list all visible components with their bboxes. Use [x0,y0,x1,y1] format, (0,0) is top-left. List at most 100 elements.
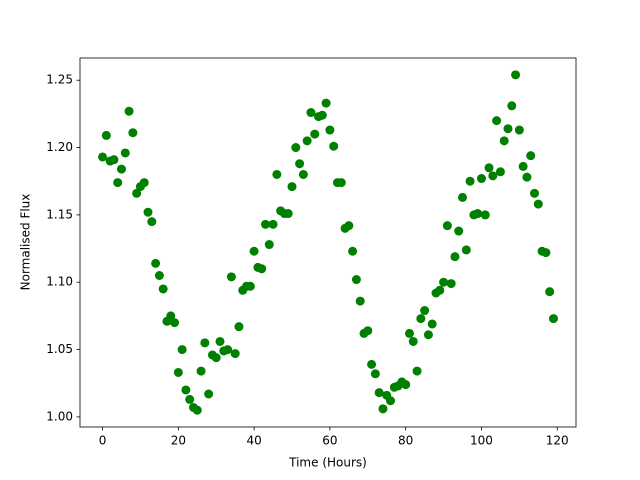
point [465,176,475,186]
point [461,245,471,255]
point [545,287,555,297]
point [442,221,452,231]
point [416,314,426,324]
point [116,164,126,174]
point [351,275,361,285]
y-tick-label: 1.10 [46,275,73,289]
point [192,405,202,415]
point [185,394,195,404]
point [109,155,119,165]
point [257,264,267,274]
point [295,159,305,169]
point [98,152,108,162]
point [196,366,206,376]
point [272,169,282,179]
point [374,388,384,398]
point [499,136,509,146]
point [522,172,532,182]
point [287,182,297,192]
point [306,108,316,118]
point [533,199,543,209]
point [158,284,168,294]
y-tick-label: 1.00 [46,409,73,423]
point [298,169,308,179]
point [355,296,365,306]
point [268,219,278,229]
point [526,151,536,161]
point [170,318,180,328]
point [507,101,517,111]
point [143,207,153,217]
point [412,366,422,376]
point [101,130,111,140]
point [124,106,134,116]
point [211,353,221,363]
point [363,326,373,336]
point [480,210,490,220]
y-tick-label: 1.20 [46,140,73,154]
x-axis-label: Time (Hours) [288,456,367,470]
point [204,389,214,399]
point [435,285,445,295]
point [450,252,460,262]
point [530,188,540,198]
point [120,148,130,158]
y-tick-label: 1.15 [46,207,73,221]
point [132,188,142,198]
point [473,209,483,219]
point [454,226,464,236]
point [458,192,468,202]
point [249,246,259,256]
point [370,369,380,379]
x-tick-label: 20 [171,434,186,448]
point [215,336,225,346]
point [404,328,414,338]
point [329,141,339,151]
point [310,129,320,139]
x-tick-label: 0 [99,434,107,448]
x-tick-label: 80 [398,434,413,448]
point [264,240,274,250]
point [223,345,233,355]
axes-frame [79,57,577,428]
point [367,359,377,369]
point [518,161,528,171]
point [492,116,502,126]
point [302,136,312,146]
x-tick-label: 40 [246,434,261,448]
point [446,279,456,289]
x-tick-label: 60 [322,434,337,448]
point [177,345,187,355]
point [541,248,551,258]
point [548,314,558,324]
point [495,167,505,177]
point [423,330,433,340]
point [317,110,327,120]
point [439,277,449,287]
point [401,380,411,390]
point [476,174,486,184]
point [503,124,513,134]
x-tick-label: 100 [470,434,493,448]
y-axis-label: Normalised Flux [19,194,33,291]
y-tick-label: 1.05 [46,342,73,356]
point [173,367,183,377]
point [234,322,244,332]
point [226,272,236,282]
point [488,171,498,181]
y-tick-label: 1.25 [46,73,73,87]
x-tick-label: 120 [546,434,569,448]
point [386,396,396,406]
point [408,336,418,346]
point [260,219,270,229]
point [344,221,354,231]
point [181,385,191,395]
point [151,258,161,268]
point [283,209,293,219]
point [245,281,255,291]
point [113,178,123,188]
point [139,178,149,188]
point [378,404,388,414]
